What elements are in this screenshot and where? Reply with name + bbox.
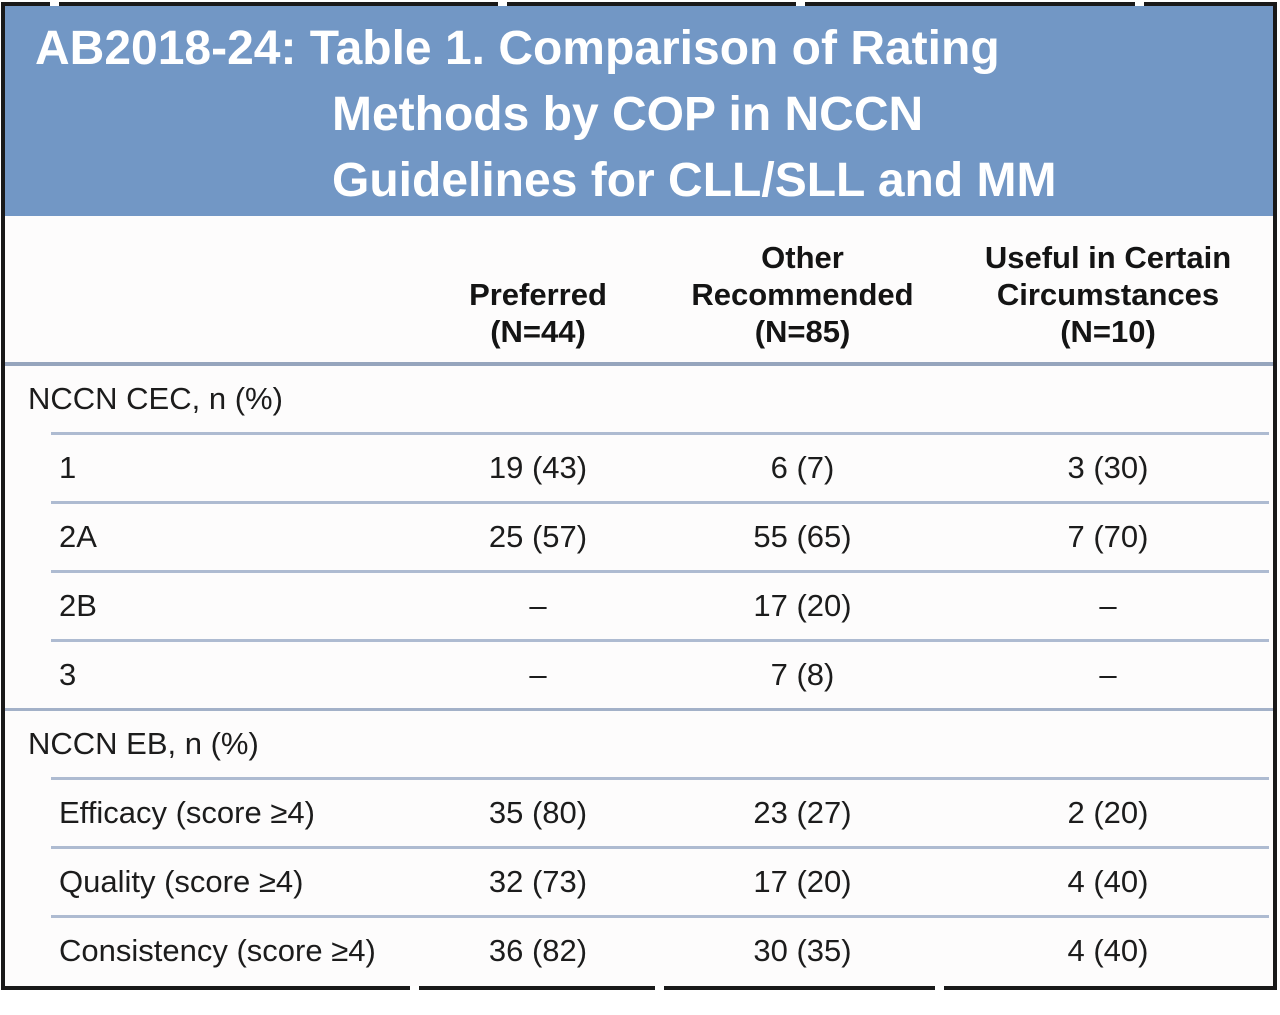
cell-other-recommended: 7 (8) [770,657,835,692]
column-header-preferred: Preferred (N=44) [414,276,662,350]
row-label: 2B [59,588,97,623]
table-title-line3: Guidelines for CLL/SLL and MM [332,154,1057,207]
column-header-n: (N=44) [490,314,586,349]
cell-preferred: – [529,588,547,623]
cell-useful: 7 (70) [1067,519,1149,554]
column-header-text: Other [761,240,844,275]
column-header-n: (N=85) [754,314,851,349]
header-divider [5,362,1273,366]
cell-useful: – [1099,657,1117,692]
row-divider [51,570,1269,573]
row-label: Quality (score ≥4) [59,864,304,899]
row-rating-1: 1 19 (43) 6 (7) 3 (30) [5,435,1273,501]
column-header-other-recommended: Other Recommended (N=85) [662,239,943,350]
cell-other-recommended: 23 (27) [753,795,852,830]
cell-useful: 4 (40) [1067,933,1149,968]
row-divider [51,501,1269,504]
row-efficacy: Efficacy (score ≥4) 35 (80) 23 (27) 2 (2… [5,780,1273,846]
cell-preferred: 19 (43) [488,450,588,485]
cell-preferred: – [529,657,547,692]
column-header-text: Preferred [469,277,607,312]
row-label: 3 [59,657,77,692]
cell-useful: 3 (30) [1067,450,1149,485]
section-row-nccn-cec: NCCN CEC, n (%) [5,366,1273,432]
cell-preferred: 32 (73) [488,864,588,899]
border-notch [498,1,507,6]
column-header-text: Useful in Certain [984,240,1232,275]
border-notch [50,1,59,6]
row-divider [51,846,1269,849]
column-header-useful-in-certain-circumstances: Useful in Certain Circumstances (N=10) [943,239,1273,350]
cell-preferred: 35 (80) [488,795,588,830]
row-quality: Quality (score ≥4) 32 (73) 17 (20) 4 (40… [5,849,1273,915]
row-consistency: Consistency (score ≥4) 36 (82) 30 (35) 4… [5,918,1273,984]
border-notch [655,986,664,991]
column-header-n: (N=10) [1060,314,1156,349]
table-title-bar: AB2018-24: Table 1. Comparison of Rating… [5,6,1273,216]
row-divider [51,777,1269,780]
cell-other-recommended: 6 (7) [770,450,835,485]
border-notch [1135,1,1144,6]
cell-useful: – [1099,588,1117,623]
section-label: NCCN CEC, n (%) [28,381,283,416]
border-notch [410,986,419,991]
column-header-row: Preferred (N=44) Other Recommended (N=85… [5,216,1273,362]
row-label: 2A [59,519,97,554]
column-header-text: Recommended [691,277,914,312]
row-rating-3: 3 – 7 (8) – [5,642,1273,708]
cell-other-recommended: 30 (35) [753,933,852,968]
table-title-line2: Methods by COP in NCCN [332,88,924,141]
border-notch [935,986,944,991]
row-label: 1 [59,450,77,485]
row-rating-2b: 2B – 17 (20) – [5,573,1273,639]
section-divider [5,708,1273,711]
row-divider [51,915,1269,918]
cell-preferred: 36 (82) [488,933,588,968]
cell-other-recommended: 55 (65) [753,519,852,554]
row-label: Efficacy (score ≥4) [59,795,315,830]
cell-other-recommended: 17 (20) [753,864,852,899]
section-row-nccn-eb: NCCN EB, n (%) [5,711,1273,777]
row-rating-2a: 2A 25 (57) 55 (65) 7 (70) [5,504,1273,570]
section-label: NCCN EB, n (%) [28,726,259,761]
table-card: AB2018-24: Table 1. Comparison of Rating… [1,2,1277,990]
row-label: Consistency (score ≥4) [59,933,376,968]
column-header-text: Circumstances [996,277,1220,312]
cell-other-recommended: 17 (20) [753,588,852,623]
table-title-line1: AB2018-24: Table 1. Comparison of Rating [35,22,1000,75]
cell-useful: 2 (20) [1067,795,1149,830]
cell-useful: 4 (40) [1067,864,1149,899]
border-notch [796,1,805,6]
cell-preferred: 25 (57) [488,519,588,554]
row-divider [51,639,1269,642]
row-divider [51,432,1269,435]
